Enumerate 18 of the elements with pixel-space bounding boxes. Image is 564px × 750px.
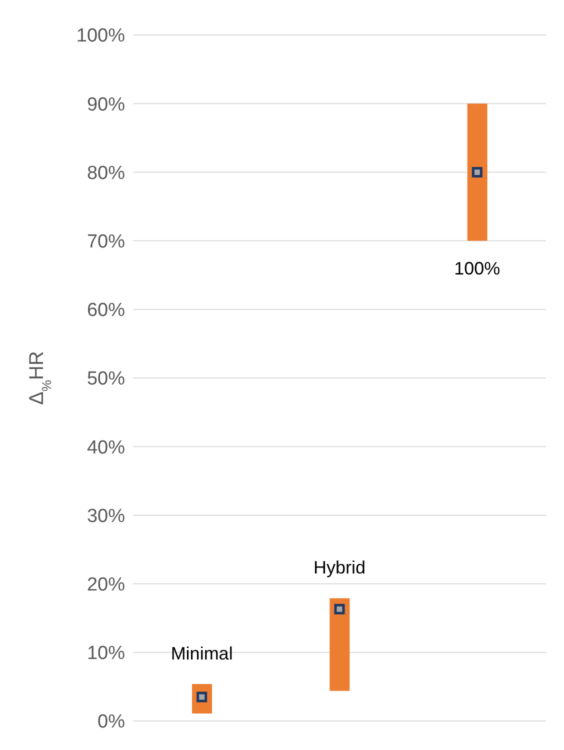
y-tick-label: 60% xyxy=(86,300,126,322)
y-tick-label: 40% xyxy=(86,437,126,458)
point xyxy=(472,166,482,178)
y-tick-label: 20% xyxy=(86,574,126,596)
point xyxy=(334,604,345,614)
y-tick-label: 90% xyxy=(86,94,126,116)
annotation: Hybrid xyxy=(313,558,366,578)
y-tick-label: 100% xyxy=(76,26,126,47)
y-tick-label: 80% xyxy=(86,162,126,184)
bar xyxy=(467,104,488,241)
y-tick-label: 30% xyxy=(86,506,126,527)
annotation: Minimal xyxy=(170,643,233,664)
bar xyxy=(330,598,350,691)
y-tick-label: 0% xyxy=(98,712,126,733)
y-tick-label: 70% xyxy=(86,232,126,253)
y-tick-label: 50% xyxy=(86,368,126,390)
annotation: 100% xyxy=(454,258,500,279)
y-tick-label: 10% xyxy=(86,643,126,664)
